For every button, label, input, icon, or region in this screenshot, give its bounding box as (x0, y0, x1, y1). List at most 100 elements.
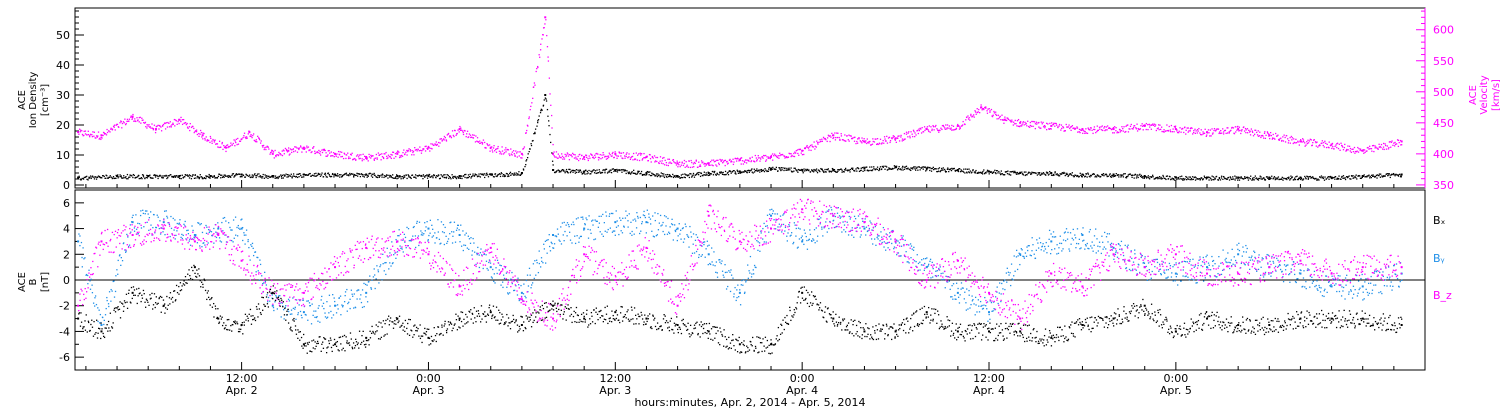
by-point (364, 283, 367, 286)
density-point (678, 176, 680, 178)
density-point (561, 170, 563, 172)
by-point (452, 235, 454, 237)
by-point (77, 240, 80, 243)
velocity-point (787, 156, 790, 158)
velocity-point (1196, 129, 1199, 131)
by-point (619, 217, 621, 219)
density-point (1058, 175, 1060, 177)
velocity-point (299, 145, 302, 147)
by-point (196, 242, 199, 244)
density-point (1346, 176, 1349, 179)
by-point (657, 229, 660, 231)
by-point (335, 312, 338, 314)
density-point (562, 169, 564, 171)
density-point (673, 175, 675, 177)
density-point (1095, 175, 1097, 177)
density-point (565, 168, 568, 171)
velocity-point (577, 159, 580, 162)
density-point (941, 167, 943, 170)
velocity-point (450, 136, 453, 139)
velocity-point (855, 142, 857, 145)
velocity-point (858, 137, 860, 139)
velocity-point (1278, 138, 1281, 140)
velocity-point (390, 157, 393, 159)
velocity-point (393, 157, 395, 159)
density-point (1137, 176, 1139, 179)
velocity-point (1264, 131, 1266, 133)
density-point (403, 176, 405, 179)
density-point (656, 175, 659, 178)
velocity-point (1200, 129, 1202, 131)
by-point (661, 224, 663, 226)
density-point (289, 175, 292, 177)
by-point (275, 296, 278, 298)
density-point (287, 176, 289, 178)
velocity-point (679, 161, 681, 163)
by-point (798, 238, 801, 240)
velocity-point (458, 131, 460, 133)
velocity-point (460, 129, 463, 131)
by-point (232, 219, 235, 221)
by-point (79, 244, 81, 247)
velocity-point (1248, 131, 1251, 133)
velocity-point (848, 140, 850, 142)
by-point (328, 312, 330, 314)
density-point (1006, 173, 1009, 175)
velocity-point (928, 130, 930, 133)
velocity-point (171, 124, 173, 126)
velocity-point (288, 154, 290, 156)
velocity-point (146, 127, 148, 129)
velocity-point (938, 131, 940, 133)
velocity-point (134, 118, 136, 120)
density-point (967, 171, 970, 173)
density-point (883, 165, 885, 167)
velocity-point (365, 157, 367, 159)
density-point (974, 172, 976, 174)
velocity-point (588, 155, 590, 157)
density-point (640, 172, 642, 175)
density-point (457, 176, 460, 178)
by-point (812, 238, 814, 240)
density-point (1307, 177, 1310, 179)
density-point (1132, 174, 1134, 176)
density-point (262, 176, 264, 178)
by-point (738, 296, 740, 298)
by-point (469, 242, 472, 244)
density-point (248, 174, 251, 176)
density-point (1102, 173, 1105, 175)
density-point (1222, 178, 1224, 180)
velocity-point (1300, 140, 1302, 142)
velocity-point (144, 121, 147, 124)
density-point (658, 174, 660, 176)
density-point (1283, 177, 1285, 179)
by-point (229, 226, 231, 229)
by-point (635, 227, 638, 229)
velocity-point (715, 164, 717, 166)
density-point (1319, 176, 1321, 178)
velocity-point (386, 157, 388, 160)
density-point (1095, 176, 1098, 178)
density-point (391, 177, 394, 179)
density-point (843, 171, 845, 173)
velocity-point (1270, 134, 1272, 137)
velocity-point (1040, 127, 1042, 129)
velocity-point (931, 129, 933, 132)
by-point (614, 234, 616, 236)
velocity-point (347, 157, 350, 160)
density-point (942, 169, 944, 171)
by-point (453, 231, 455, 233)
density-point (567, 172, 569, 174)
density-point (473, 175, 476, 177)
velocity-point (503, 152, 506, 154)
density-point (154, 174, 156, 177)
by-point (524, 295, 526, 297)
density-point (805, 168, 807, 171)
by-point (106, 299, 108, 302)
density-point (923, 166, 926, 168)
by-point (89, 288, 92, 290)
density-point (348, 174, 350, 176)
velocity-point (1119, 129, 1121, 131)
velocity-point (1284, 141, 1287, 143)
velocity-point (1386, 145, 1389, 147)
by-point (604, 230, 606, 232)
